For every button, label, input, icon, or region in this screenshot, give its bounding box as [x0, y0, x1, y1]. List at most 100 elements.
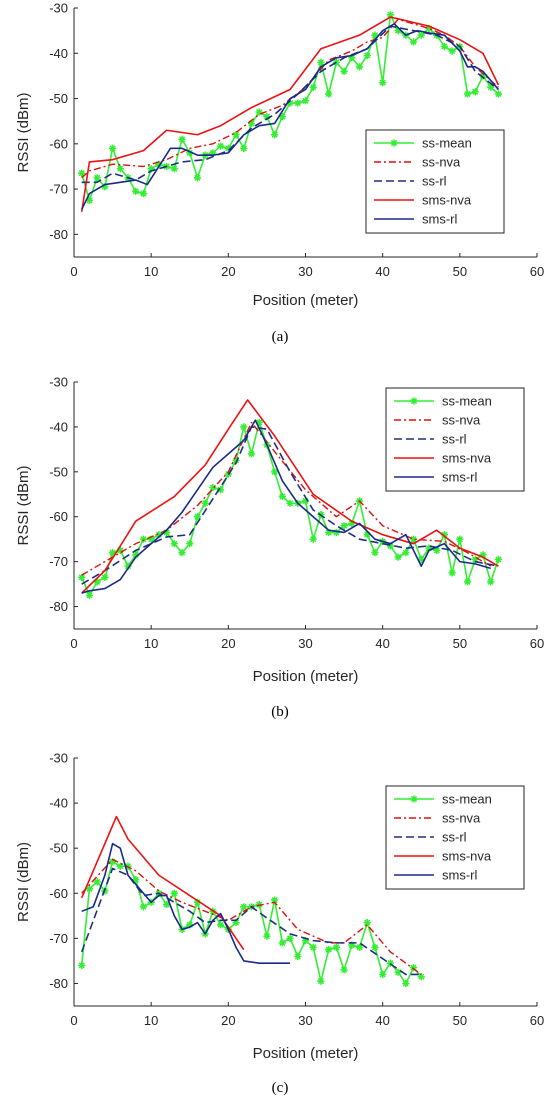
y-tick-label: -50: [49, 91, 68, 106]
legend-label-ss-rl: ss-rl: [442, 830, 467, 845]
legend-marker: [410, 397, 418, 405]
point-ss-mean: [271, 896, 279, 904]
point-ss-mean: [209, 149, 217, 157]
point-ss-mean: [286, 934, 294, 942]
point-ss-mean: [379, 79, 387, 87]
x-tick-label: 0: [70, 636, 77, 651]
point-ss-mean: [479, 72, 487, 80]
point-ss-mean: [286, 499, 294, 507]
y-tick-label: -30: [49, 1, 68, 16]
point-ss-mean: [232, 131, 240, 139]
point-ss-mean: [394, 553, 402, 561]
point-ss-mean: [85, 885, 94, 893]
point-ss-mean: [409, 38, 418, 46]
point-ss-mean: [155, 531, 163, 539]
legend-label-ss-nva: ss-nva: [442, 413, 481, 428]
point-ss-mean: [309, 535, 317, 543]
x-tick-label: 60: [530, 636, 544, 651]
point-ss-mean: [240, 423, 248, 431]
y-tick-label: -50: [49, 464, 68, 479]
legend-label-ss-mean: ss-mean: [422, 136, 472, 151]
y-tick-label: -40: [49, 419, 68, 434]
point-ss-mean: [301, 937, 310, 945]
y-tick-label: -70: [49, 554, 68, 569]
point-ss-mean: [332, 943, 340, 951]
point-ss-mean: [494, 90, 503, 98]
point-ss-mean: [232, 456, 240, 465]
point-ss-mean: [278, 939, 286, 947]
point-ss-mean: [147, 535, 155, 543]
point-ss-mean: [170, 540, 178, 548]
point-ss-mean: [193, 513, 202, 521]
point-ss-mean: [417, 31, 425, 39]
x-axis-label: Position (meter): [253, 292, 359, 309]
x-tick-label: 50: [453, 264, 467, 279]
point-ss-mean: [263, 932, 271, 940]
point-ss-mean: [301, 497, 310, 505]
point-ss-mean: [471, 555, 479, 563]
point-ss-mean: [170, 889, 178, 897]
point-ss-mean: [155, 160, 163, 168]
y-axis-label: RSSI (dBm): [15, 465, 32, 545]
point-ss-mean: [386, 959, 394, 967]
legend-label-sms-rl: sms-rl: [442, 868, 477, 883]
legend-label-ss-mean: ss-mean: [442, 792, 492, 807]
point-ss-mean: [386, 542, 394, 550]
series-line-sms-rl: [81, 419, 491, 594]
point-ss-mean: [240, 903, 248, 911]
point-ss-mean: [132, 876, 140, 884]
y-tick-label: -50: [49, 841, 68, 856]
point-ss-mean: [471, 88, 479, 96]
y-tick-label: -30: [49, 751, 68, 766]
point-ss-mean: [355, 943, 364, 951]
x-tick-label: 10: [144, 264, 158, 279]
point-ss-mean: [325, 90, 333, 98]
point-ss-mean: [301, 97, 310, 105]
point-ss-mean: [363, 51, 371, 60]
y-tick-label: -70: [49, 182, 68, 197]
point-ss-mean: [186, 921, 194, 929]
point-ss-mean: [440, 42, 448, 51]
point-ss-mean: [101, 573, 109, 581]
point-ss-mean: [247, 450, 256, 458]
point-ss-mean: [448, 569, 456, 577]
series-line-sms-rl: [81, 23, 500, 210]
series-line-sms-nva: [81, 399, 499, 594]
point-ss-mean: [255, 108, 263, 116]
legend: ss-mean ss-nva ss-rl sms-nva sms-rl: [385, 785, 525, 890]
legend-label-ss-nva: ss-nva: [442, 811, 481, 826]
legend-label-ss-mean: ss-mean: [442, 394, 492, 409]
y-tick-label: -30: [49, 375, 68, 390]
point-ss-mean: [101, 183, 109, 191]
legend-label-ss-nva: ss-nva: [422, 155, 461, 170]
y-tick-label: -40: [49, 796, 68, 811]
point-ss-mean: [355, 63, 364, 71]
point-ss-mean: [147, 165, 155, 173]
point-ss-mean: [463, 90, 472, 98]
point-ss-mean: [78, 169, 86, 177]
x-tick-label: 0: [70, 1013, 77, 1028]
x-tick-label: 40: [375, 1013, 389, 1028]
point-ss-mean: [348, 941, 356, 949]
legend-marker: [390, 139, 398, 147]
point-ss-mean: [116, 546, 124, 555]
point-ss-mean: [186, 149, 194, 157]
point-ss-mean: [348, 519, 356, 528]
point-ss-mean: [278, 113, 286, 121]
series-line-ss-nva: [81, 858, 422, 976]
point-ss-mean: [124, 562, 132, 570]
point-ss-mean: [217, 921, 225, 929]
y-tick-label: -80: [49, 599, 68, 614]
legend-marker: [410, 795, 418, 803]
point-ss-mean: [217, 142, 225, 150]
point-ss-mean: [371, 31, 379, 39]
y-tick-label: -80: [49, 227, 68, 242]
legend-label-sms-rl: sms-rl: [422, 212, 457, 227]
x-axis-label: Position (meter): [253, 1045, 359, 1062]
point-ss-mean: [371, 943, 379, 951]
x-tick-label: 20: [221, 1013, 235, 1028]
point-ss-mean: [340, 966, 348, 974]
point-ss-mean: [456, 535, 464, 543]
series-line-sms-nva: [80, 815, 245, 951]
point-ss-mean: [85, 591, 94, 599]
